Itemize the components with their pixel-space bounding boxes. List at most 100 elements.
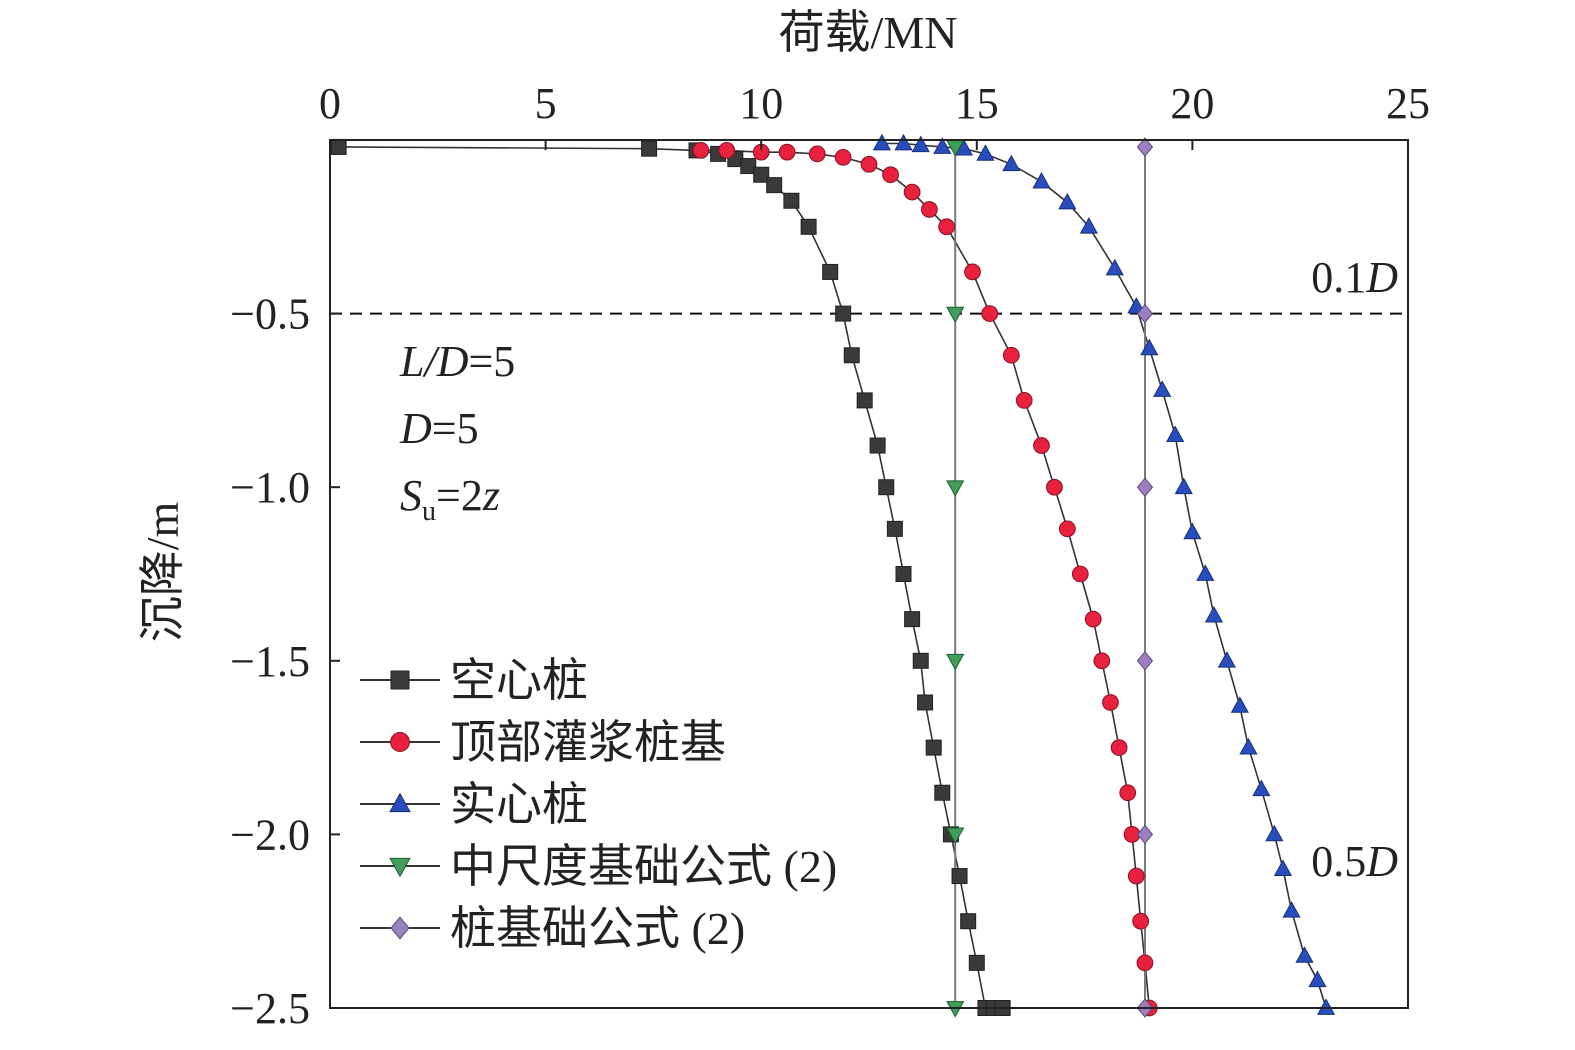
series-2-point-19 bbox=[1219, 652, 1236, 667]
legend-marker-1 bbox=[391, 733, 410, 752]
series-0-point-21 bbox=[926, 740, 941, 755]
series-1-point-16 bbox=[1047, 479, 1063, 495]
legend-marker-2 bbox=[390, 794, 410, 812]
series-4-point-4 bbox=[1137, 825, 1152, 843]
annotation-d-val: =5 bbox=[432, 404, 479, 453]
annotation-d-var: D bbox=[399, 404, 432, 453]
series-1-point-27 bbox=[1137, 955, 1153, 971]
series-0-point-18 bbox=[905, 612, 920, 627]
series-1-point-8 bbox=[904, 184, 920, 200]
series-0-point-17 bbox=[896, 567, 911, 582]
legend-label-3: 中尺度基础公式 (2) bbox=[450, 841, 837, 892]
series-line-2 bbox=[882, 144, 1326, 1009]
y-tick-label-4: −2.5 bbox=[230, 984, 310, 1033]
series-2-point-23 bbox=[1266, 826, 1283, 841]
y-tick-label-1: −1.0 bbox=[230, 463, 310, 512]
annotation-su: Su=2z bbox=[400, 471, 500, 527]
x-tick-label-5: 25 bbox=[1386, 79, 1430, 128]
reference-line-label-var: D bbox=[1365, 253, 1398, 302]
series-0-point-11 bbox=[836, 306, 851, 321]
series-0-point-24 bbox=[952, 869, 967, 884]
legend-marker-4 bbox=[391, 917, 409, 939]
side-label-num: 0.5 bbox=[1311, 837, 1366, 886]
series-2-point-24 bbox=[1275, 860, 1292, 875]
series-3-point-2 bbox=[947, 481, 964, 496]
annotation-su-sub: u bbox=[422, 496, 436, 527]
side-label-var: D bbox=[1365, 837, 1398, 886]
series-2-point-14 bbox=[1167, 426, 1184, 441]
series-1-point-7 bbox=[883, 167, 899, 183]
annotation-ld: L/D=5 bbox=[399, 337, 515, 386]
legend-label-0: 空心桩 bbox=[450, 655, 588, 706]
legend-marker-0 bbox=[391, 671, 409, 689]
series-1-point-21 bbox=[1103, 695, 1119, 711]
side-label: 0.5D bbox=[1311, 837, 1398, 886]
annotation-ld-var: L/D bbox=[399, 337, 469, 386]
legend-label-2: 实心桩 bbox=[450, 779, 588, 830]
series-4-point-2 bbox=[1137, 478, 1152, 496]
series-2-point-8 bbox=[1059, 194, 1076, 209]
series-2-point-27 bbox=[1309, 972, 1326, 987]
legend-marker-3 bbox=[390, 858, 410, 876]
series-1-point-17 bbox=[1059, 521, 1075, 537]
series-2-point-16 bbox=[1184, 524, 1201, 539]
series-1-point-26 bbox=[1133, 913, 1149, 929]
series-2-point-25 bbox=[1283, 902, 1300, 917]
series-1-point-20 bbox=[1094, 653, 1110, 669]
annotation-su-val: =2 bbox=[436, 471, 483, 520]
series-0-point-22 bbox=[935, 785, 950, 800]
series-1-point-5 bbox=[835, 149, 851, 165]
series-1-point-18 bbox=[1072, 566, 1088, 582]
y-tick-label-2: −1.5 bbox=[230, 637, 310, 686]
series-1-point-12 bbox=[982, 306, 998, 322]
series-0-point-1 bbox=[642, 141, 657, 156]
y-axis-title: 沉降/m bbox=[137, 502, 188, 643]
series-0-point-0 bbox=[331, 139, 346, 154]
series-2-point-21 bbox=[1240, 739, 1257, 754]
series-2-point-26 bbox=[1296, 947, 1313, 962]
x-axis-title: 荷载/MN bbox=[779, 7, 958, 58]
y-tick-label-3: −2.0 bbox=[230, 810, 310, 859]
series-1-point-10 bbox=[939, 219, 955, 235]
x-tick-label-0: 0 bbox=[319, 79, 341, 128]
series-1-point-11 bbox=[965, 264, 981, 280]
series-0-point-9 bbox=[801, 219, 816, 234]
series-2-point-15 bbox=[1176, 479, 1193, 494]
series-1-point-25 bbox=[1128, 868, 1144, 884]
series-2-point-10 bbox=[1107, 260, 1124, 275]
annotation-d: D=5 bbox=[399, 404, 479, 453]
series-0-point-12 bbox=[844, 348, 859, 363]
series-1-point-14 bbox=[1016, 393, 1032, 409]
series-0-point-13 bbox=[857, 393, 872, 408]
series-4-point-3 bbox=[1137, 652, 1152, 670]
series-2-point-0 bbox=[874, 135, 891, 150]
series-1-point-19 bbox=[1085, 611, 1101, 627]
series-2-point-22 bbox=[1253, 781, 1270, 796]
series-0-point-14 bbox=[870, 438, 885, 453]
series-0-point-10 bbox=[823, 264, 838, 279]
series-0-point-20 bbox=[918, 695, 933, 710]
series-1-point-4 bbox=[809, 146, 825, 162]
series-1-point-13 bbox=[1003, 347, 1019, 363]
series-2-point-18 bbox=[1206, 607, 1223, 622]
series-0-point-15 bbox=[879, 480, 894, 495]
series-0-point-8 bbox=[784, 193, 799, 208]
series-1-point-22 bbox=[1111, 740, 1127, 756]
x-tick-label-1: 5 bbox=[535, 79, 557, 128]
annotation-su-var: S bbox=[400, 471, 422, 520]
annotation-ld-val: =5 bbox=[468, 337, 515, 386]
series-2-point-6 bbox=[1003, 156, 1020, 171]
legend-label-1: 顶部灌浆桩基 bbox=[450, 717, 726, 768]
series-1-point-6 bbox=[861, 156, 877, 172]
series-1-point-23 bbox=[1120, 785, 1136, 801]
series-1-point-15 bbox=[1034, 438, 1050, 454]
series-3-point-3 bbox=[947, 654, 964, 669]
annotation-su-var2: z bbox=[482, 471, 500, 520]
series-2-point-7 bbox=[1033, 173, 1050, 188]
series-2-point-20 bbox=[1232, 697, 1249, 712]
series-0-point-7 bbox=[767, 178, 782, 193]
series-1-point-0 bbox=[693, 143, 709, 159]
series-0-point-25 bbox=[961, 914, 976, 929]
chart-svg: 荷载/MN 沉降/m 0 5 10 15 20 25−0.5−1.0−1.5−2.0−2.… bbox=[0, 0, 1575, 1045]
